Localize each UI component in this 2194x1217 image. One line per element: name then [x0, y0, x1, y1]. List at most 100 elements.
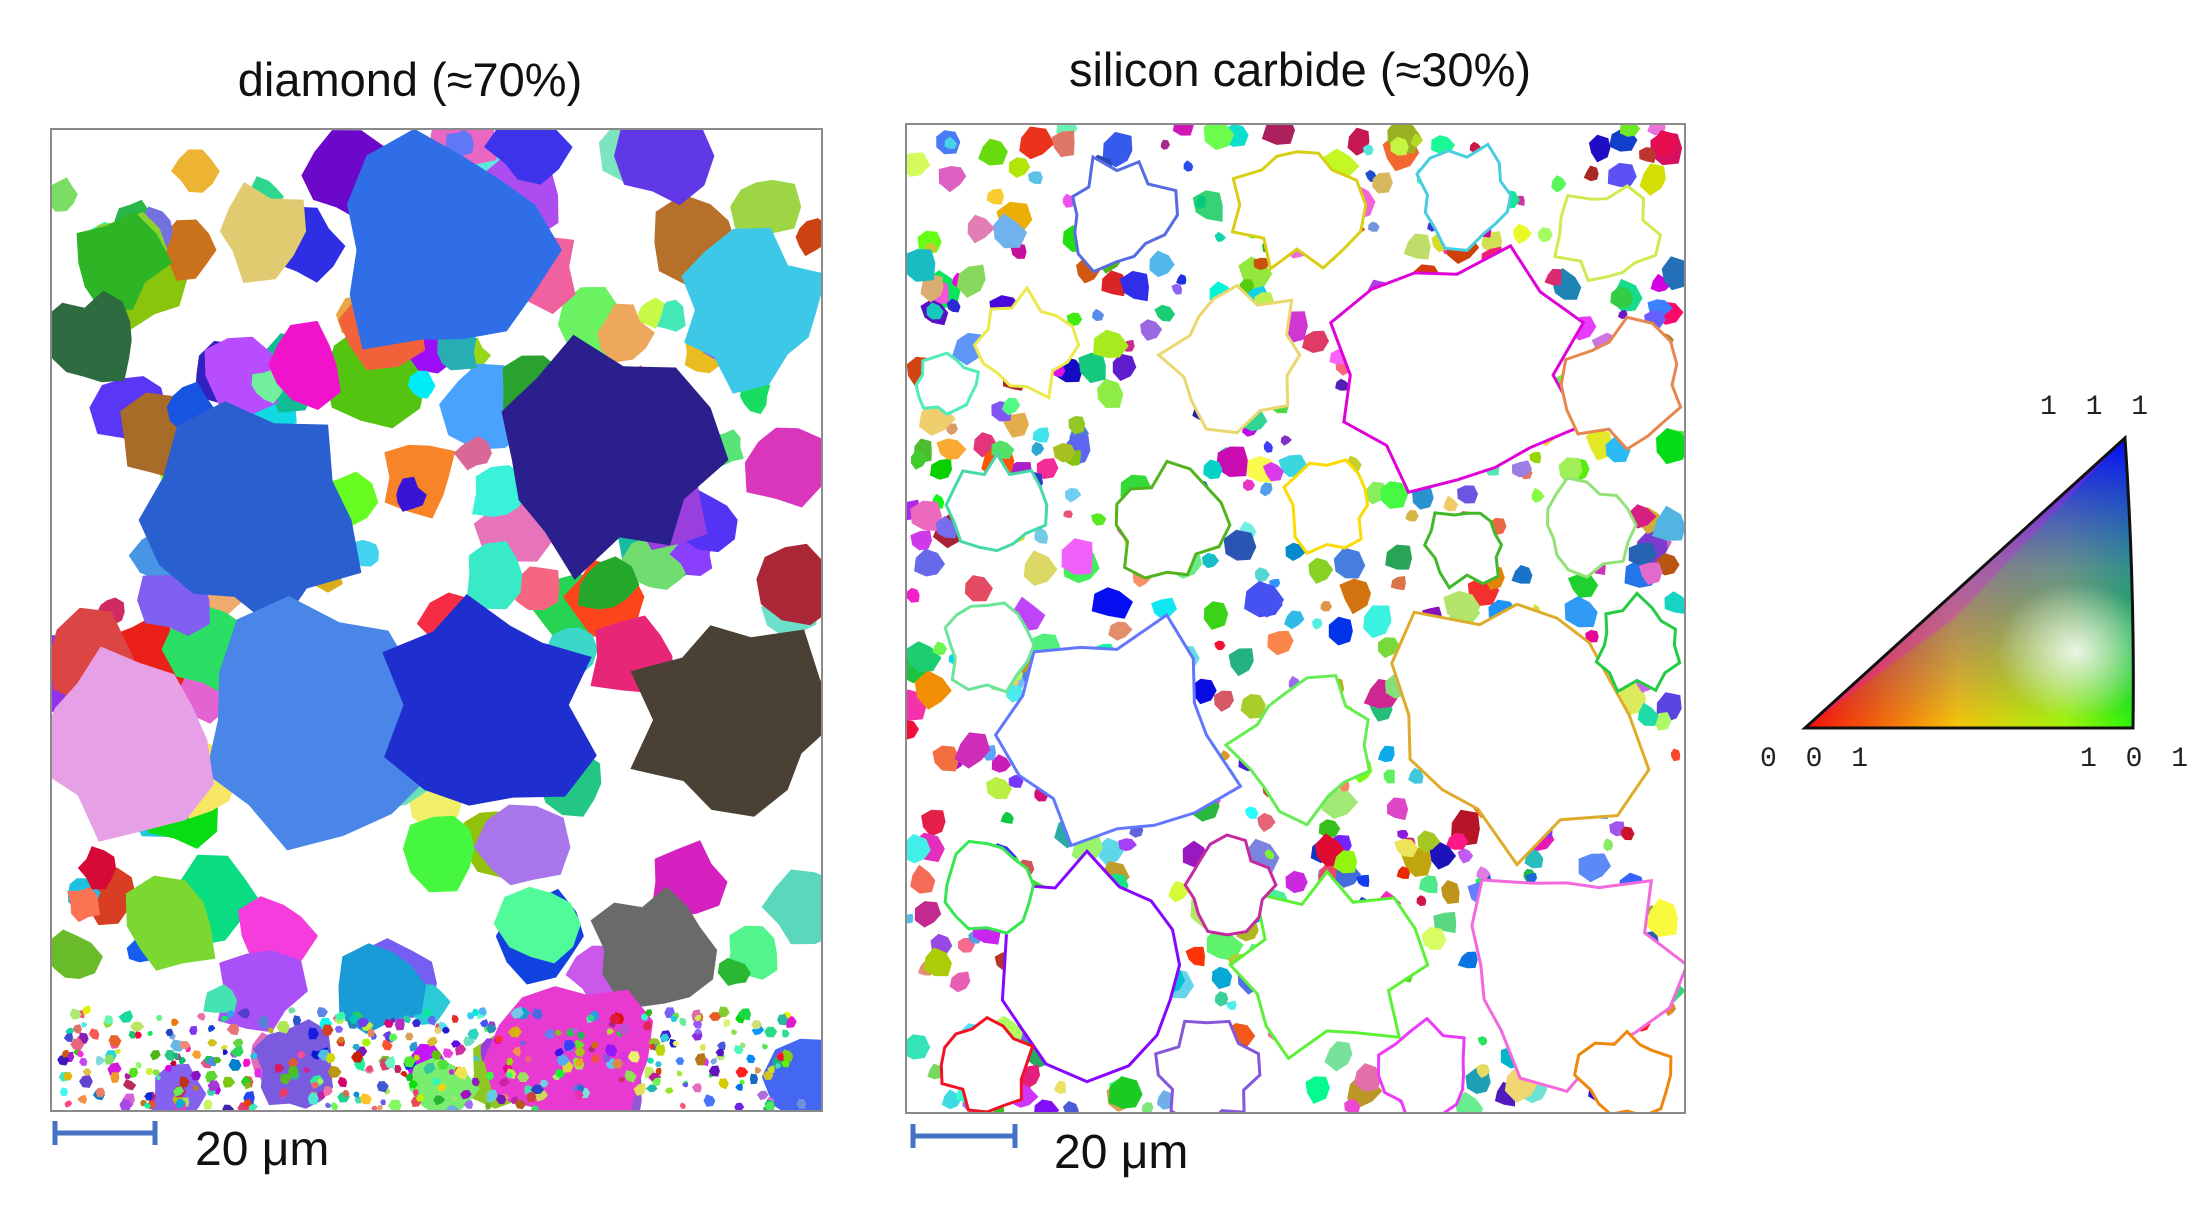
grain [907, 1034, 931, 1060]
grain [467, 1028, 479, 1040]
grain [591, 1054, 600, 1063]
grain [1019, 126, 1055, 160]
diamond-map-title: diamond (≈70%) [237, 53, 583, 106]
grain [717, 1041, 726, 1051]
grain [781, 1059, 790, 1068]
grain [1417, 830, 1441, 854]
grain [1176, 274, 1187, 285]
grain [352, 1043, 360, 1051]
grain [1068, 416, 1086, 435]
grain [1223, 529, 1257, 561]
grain [288, 1007, 296, 1014]
grain [1383, 769, 1395, 784]
grain [405, 1032, 414, 1041]
grain [531, 1008, 543, 1020]
grain [1415, 142, 1513, 252]
grain [1093, 329, 1129, 358]
grain [441, 1026, 450, 1034]
grain [1511, 460, 1533, 478]
grain [1280, 435, 1292, 446]
ipf-label-001: 0 0 1 [1760, 744, 1875, 775]
grain [510, 1006, 524, 1019]
grain [72, 1024, 82, 1034]
grain [555, 1068, 565, 1078]
grain [1244, 806, 1259, 819]
grain [1203, 601, 1229, 630]
grain [1457, 485, 1479, 504]
grain [694, 1028, 702, 1035]
grain [1394, 838, 1419, 858]
grain [1551, 175, 1567, 193]
grain [1620, 826, 1635, 841]
grain [104, 1015, 114, 1025]
grain [991, 754, 1012, 773]
grain [655, 1061, 662, 1068]
grain [1390, 136, 1409, 156]
grain [1639, 163, 1666, 196]
grain [288, 1065, 299, 1079]
grain [734, 1102, 745, 1110]
grain [676, 1070, 683, 1077]
grain [76, 211, 173, 312]
grain [1445, 833, 1469, 850]
grain [254, 1068, 262, 1078]
grain [762, 1043, 769, 1050]
grain [1476, 1063, 1490, 1079]
grain [1603, 838, 1614, 852]
grain [939, 1015, 1035, 1112]
grain [316, 1007, 328, 1018]
grain [1397, 829, 1409, 839]
grain [1457, 951, 1478, 969]
grain [322, 1024, 334, 1036]
grain [645, 1084, 658, 1093]
grain [479, 1019, 489, 1028]
sic-ebsd-map [905, 123, 1686, 1114]
grain [1537, 227, 1553, 243]
grain [77, 1050, 84, 1058]
grain [570, 1027, 579, 1034]
grain [467, 541, 523, 610]
grain [1664, 591, 1684, 614]
grain [1183, 833, 1278, 937]
grain [308, 1027, 319, 1040]
grain [914, 901, 942, 928]
grain [1061, 538, 1093, 575]
grain [1285, 870, 1308, 894]
grain [1564, 596, 1598, 628]
grain [165, 1028, 174, 1036]
grain [782, 1029, 790, 1038]
grain [64, 1100, 73, 1108]
grain [1656, 428, 1684, 465]
grain [796, 1098, 807, 1110]
grain [578, 556, 640, 610]
grain [1151, 597, 1177, 619]
grain [717, 958, 751, 986]
grain [1031, 441, 1045, 457]
grain [1607, 162, 1637, 187]
sic-scale-bar-label: 20 μm [1054, 1126, 1189, 1179]
grain [472, 1008, 479, 1016]
grain [574, 1039, 585, 1050]
grain [505, 1072, 513, 1079]
grain [1216, 446, 1248, 477]
grain [512, 1046, 521, 1057]
grain [577, 1031, 586, 1040]
grain [945, 423, 958, 435]
grain [311, 1081, 320, 1089]
grain [436, 1059, 450, 1070]
grain [1254, 567, 1270, 583]
grain [946, 298, 961, 313]
grain [638, 297, 665, 329]
grain [279, 1088, 290, 1098]
diamond-scale-bar [52, 1118, 158, 1148]
grain [914, 548, 946, 577]
grain [1376, 1016, 1466, 1112]
grain [1214, 231, 1226, 243]
grain [400, 1071, 407, 1078]
grain [145, 1068, 154, 1076]
grain [307, 1092, 319, 1105]
grain [426, 1036, 438, 1047]
grain [1609, 821, 1625, 837]
grain [608, 1013, 621, 1024]
grain [472, 1056, 479, 1062]
